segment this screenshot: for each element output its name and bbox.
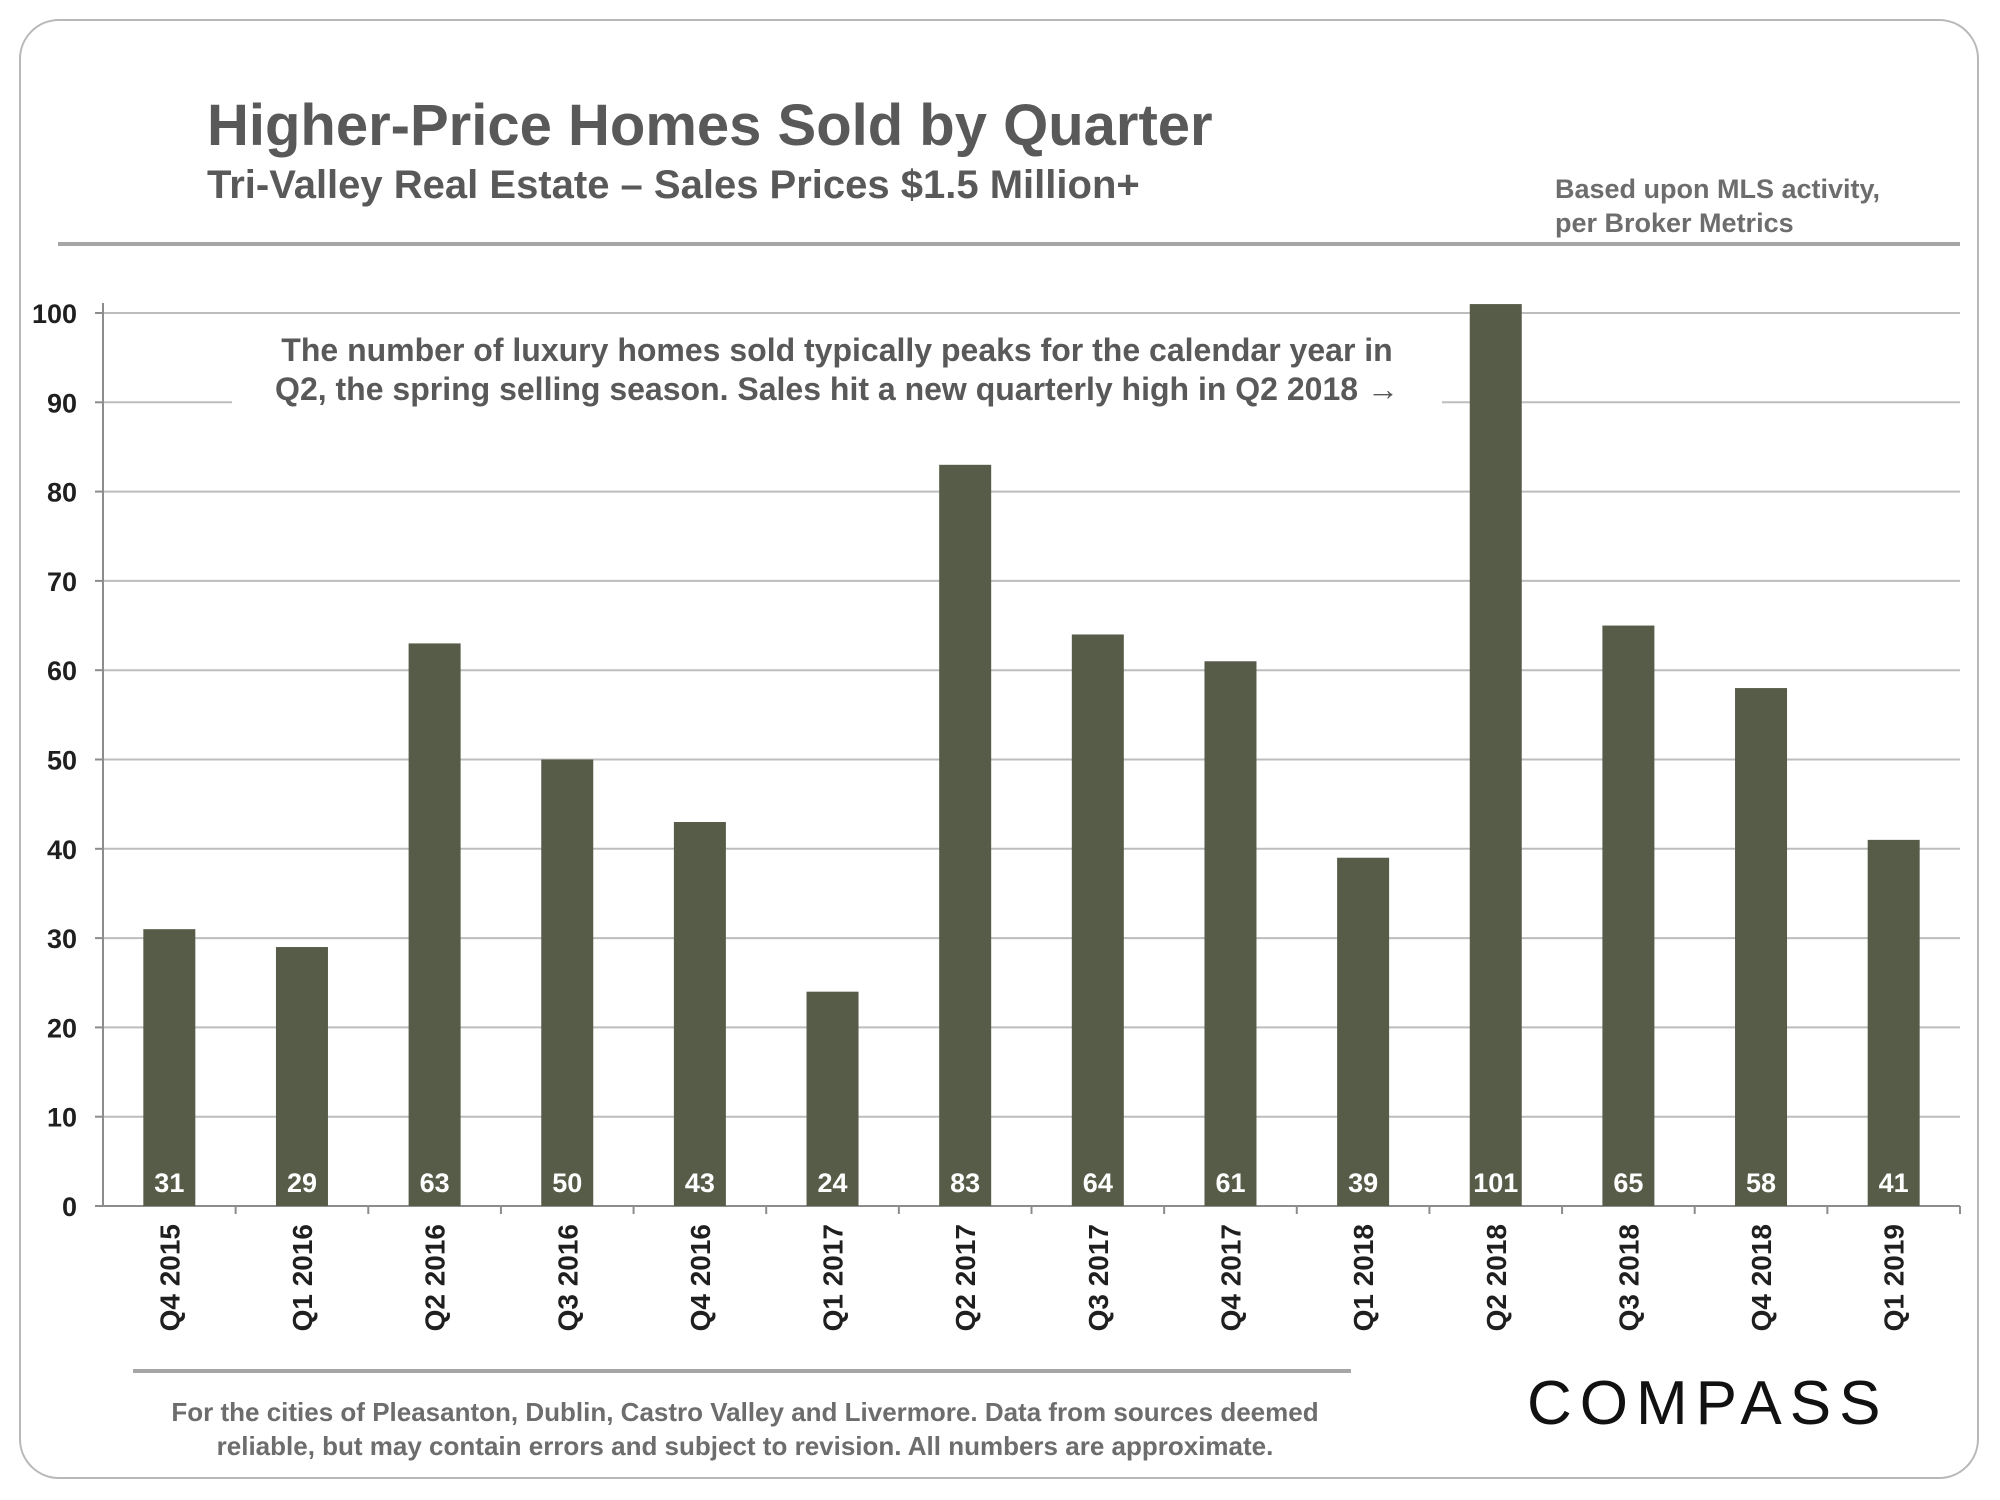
x-category-label: Q2 2016 xyxy=(420,1224,451,1331)
bar-value-label: 64 xyxy=(1083,1168,1113,1198)
bar-value-label: 50 xyxy=(552,1168,582,1198)
bar-value-label: 29 xyxy=(287,1168,317,1198)
y-tick-label: 0 xyxy=(62,1192,77,1222)
bar xyxy=(1602,625,1655,1206)
x-category-label: Q1 2017 xyxy=(818,1224,849,1331)
bar-value-label: 58 xyxy=(1746,1168,1776,1198)
bar-value-label: 83 xyxy=(950,1168,980,1198)
bar-value-label: 101 xyxy=(1473,1168,1518,1198)
source-note-line-1: Based upon MLS activity, xyxy=(1555,174,1881,204)
x-category-label: Q1 2016 xyxy=(287,1224,318,1331)
bar xyxy=(673,822,726,1206)
y-tick-label: 100 xyxy=(32,299,77,329)
bar-value-label: 63 xyxy=(420,1168,450,1198)
bar xyxy=(939,464,992,1206)
x-category-label: Q1 2018 xyxy=(1348,1224,1379,1331)
x-category-label: Q4 2018 xyxy=(1746,1224,1777,1331)
bar xyxy=(275,947,328,1206)
bar xyxy=(1735,688,1788,1206)
footnote: For the cities of Pleasanton, Dublin, Ca… xyxy=(90,1395,1400,1463)
bar-value-label: 24 xyxy=(818,1168,848,1198)
bar-value-label: 39 xyxy=(1348,1168,1378,1198)
y-tick-label: 10 xyxy=(47,1103,77,1133)
x-category-label: Q3 2016 xyxy=(552,1224,583,1331)
footnote-line-2: reliable, but may contain errors and sub… xyxy=(216,1431,1274,1461)
chart-title: Higher-Price Homes Sold by Quarter xyxy=(207,93,1213,158)
y-tick-label: 70 xyxy=(47,567,77,597)
bar xyxy=(806,991,859,1206)
bar-value-label: 61 xyxy=(1215,1168,1245,1198)
x-category-label: Q3 2018 xyxy=(1613,1224,1644,1331)
bar-value-label: 43 xyxy=(685,1168,715,1198)
chart-annotation: The number of luxury homes sold typicall… xyxy=(232,328,1442,412)
bar xyxy=(541,759,594,1206)
annotation-line-1: The number of luxury homes sold typicall… xyxy=(281,332,1393,368)
y-tick-label: 30 xyxy=(47,924,77,954)
y-tick-label: 40 xyxy=(47,835,77,865)
x-category-label: Q4 2015 xyxy=(154,1224,185,1331)
x-category-label: Q1 2019 xyxy=(1879,1224,1910,1331)
chart-subtitle: Tri-Valley Real Estate – Sales Prices $1… xyxy=(207,163,1140,207)
x-category-label: Q2 2018 xyxy=(1481,1224,1512,1331)
footnote-line-1: For the cities of Pleasanton, Dublin, Ca… xyxy=(171,1397,1319,1427)
bar xyxy=(408,643,461,1206)
y-tick-label: 60 xyxy=(47,656,77,686)
bar xyxy=(143,929,196,1206)
bar xyxy=(1469,304,1522,1206)
x-category-label: Q3 2017 xyxy=(1083,1224,1114,1331)
x-category-label: Q4 2017 xyxy=(1215,1224,1246,1331)
compass-logo: COMPASS xyxy=(1527,1369,1889,1438)
x-category-label: Q4 2016 xyxy=(685,1224,716,1331)
y-tick-label: 50 xyxy=(47,746,77,776)
y-tick-label: 80 xyxy=(47,478,77,508)
bar xyxy=(1071,634,1124,1206)
source-note-line-2: per Broker Metrics xyxy=(1555,208,1794,238)
x-category-label: Q2 2017 xyxy=(950,1224,981,1331)
y-tick-label: 90 xyxy=(47,388,77,418)
bar xyxy=(1204,661,1257,1206)
bar-value-label: 41 xyxy=(1879,1168,1909,1198)
bar-value-label: 31 xyxy=(154,1168,184,1198)
bar-value-label: 65 xyxy=(1613,1168,1643,1198)
annotation-line-2: Q2, the spring selling season. Sales hit… xyxy=(275,371,1399,407)
bar xyxy=(1337,857,1390,1206)
y-tick-label: 20 xyxy=(47,1013,77,1043)
bar xyxy=(1867,839,1920,1206)
header-divider xyxy=(58,242,1960,246)
source-note: Based upon MLS activity, per Broker Metr… xyxy=(1555,172,1975,240)
footer-divider xyxy=(133,1369,1351,1373)
